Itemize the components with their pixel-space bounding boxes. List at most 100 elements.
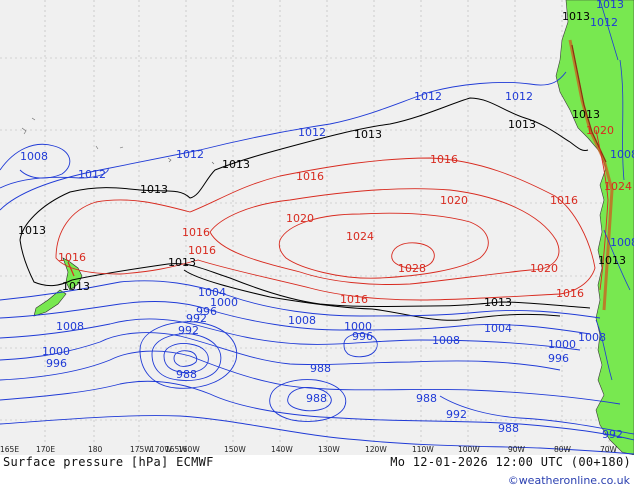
isobar-1016-coast xyxy=(595,129,609,291)
contour-label: 1000 xyxy=(548,338,576,351)
longitude-tick: 130W xyxy=(318,445,340,454)
contour-label: 992 xyxy=(602,428,623,441)
isobar-1024 xyxy=(278,212,489,279)
longitude-axis: 165E 170E 180 175W 170W 165W 160W 150W 1… xyxy=(0,445,618,454)
contour-label: 1016 xyxy=(58,251,86,264)
longitude-tick: 140W xyxy=(271,445,293,454)
isobars-high-pressure xyxy=(55,129,609,301)
contour-label: 1008 xyxy=(288,314,316,327)
contour-label: 1013 xyxy=(168,256,196,269)
contour-label: 1016 xyxy=(430,153,458,166)
chart-title: Surface pressure [hPa] ECMWF xyxy=(3,455,214,469)
lat-lon-grid xyxy=(0,0,634,455)
longitude-tick: 70W xyxy=(600,445,618,454)
isobar-1016 xyxy=(55,157,596,301)
longitude-tick: 80W xyxy=(554,445,572,454)
isobar-1012-northwest xyxy=(0,167,109,189)
isobars-low-pressure-north xyxy=(0,71,567,211)
contour-label: 1012 xyxy=(505,90,533,103)
andes-ridge-core xyxy=(571,44,607,163)
contour-label: 1012 xyxy=(78,168,106,181)
contour-label: 1000 xyxy=(344,320,372,333)
contour-label: 1013 xyxy=(572,108,600,121)
ocean-background xyxy=(0,0,634,455)
contour-label: 1013 xyxy=(18,224,46,237)
longitude-tick: 110W xyxy=(412,445,434,454)
footer-bar xyxy=(0,455,634,490)
andes-ridge xyxy=(568,39,614,311)
contour-label: 996 xyxy=(46,357,67,370)
contour-label: 1008 xyxy=(56,320,84,333)
contour-label: 1024 xyxy=(604,180,632,193)
longitude-tick: 170E xyxy=(36,445,55,454)
isobar-992-east xyxy=(439,395,634,435)
longitude-tick: 175W xyxy=(130,445,152,454)
contour-label: 1013 xyxy=(354,128,382,141)
contour-label: 1004 xyxy=(198,286,226,299)
contour-label: 1016 xyxy=(188,244,216,257)
contour-label: 1012 xyxy=(414,90,442,103)
contour-label: 1013 xyxy=(508,118,536,131)
longitude-tick: 160W xyxy=(178,445,200,454)
isobars-low-pressure-south xyxy=(0,280,634,455)
contour-label: 1004 xyxy=(484,322,512,335)
contour-label: 996 xyxy=(352,330,373,343)
contour-label: 1008 xyxy=(578,331,606,344)
contour-label: 1013 xyxy=(222,158,250,171)
contour-label: 992 xyxy=(178,324,199,337)
contour-label: 1013 xyxy=(62,280,90,293)
contour-label: 1020 xyxy=(440,194,468,207)
small-low-ring xyxy=(343,333,378,358)
contour-label: 1000 xyxy=(210,296,238,309)
longitude-tick: 150W xyxy=(224,445,246,454)
contour-label: 1016 xyxy=(182,226,210,239)
source-credit[interactable]: ©weatheronline.co.uk xyxy=(507,474,630,487)
longitude-tick: 120W xyxy=(365,445,387,454)
contour-label: 1012 xyxy=(590,16,618,29)
longitude-tick: 165W xyxy=(165,445,187,454)
contour-label: 988 xyxy=(310,362,331,375)
longitude-tick: 170W xyxy=(150,445,172,454)
contour-label: 1016 xyxy=(556,287,584,300)
new-zealand-south-island xyxy=(33,289,67,317)
contour-label: 1013 xyxy=(598,254,626,267)
longitude-tick: 100W xyxy=(458,445,480,454)
low-south-ring-1 xyxy=(269,379,346,422)
contour-label: 1012 xyxy=(298,126,326,139)
contour-label: 1008 xyxy=(610,148,634,161)
contour-label: 1008 xyxy=(610,236,634,249)
contour-label: 1028 xyxy=(398,262,426,275)
contour-label: 988 xyxy=(416,392,437,405)
nz-ridge xyxy=(67,261,75,277)
south-america-landmass xyxy=(555,0,634,455)
isobar-1013-standard xyxy=(19,97,591,321)
forecast-datetime: Mo 12-01-2026 12:00 UTC (00+180) xyxy=(390,455,631,469)
contour-label: 1016 xyxy=(340,293,368,306)
contour-label: 992 xyxy=(186,312,207,325)
contour-label: 988 xyxy=(306,392,327,405)
contour-label: 996 xyxy=(196,305,217,318)
isobar-1012-north xyxy=(0,71,567,211)
pacific-islands xyxy=(21,117,215,165)
low-center-ring-4 xyxy=(173,350,198,367)
isobars-south-america xyxy=(595,0,631,381)
isobar-1028 xyxy=(391,242,435,269)
isobar-1020 xyxy=(209,188,560,285)
contour-label: 996 xyxy=(548,352,569,365)
contour-label: 1016 xyxy=(296,170,324,183)
contour-label: 1016 xyxy=(550,194,578,207)
low-south-ring-2 xyxy=(287,387,332,412)
contour-label: 1020 xyxy=(586,124,614,137)
contour-label: 1008 xyxy=(432,334,460,347)
low-center-ring-1 xyxy=(139,321,238,389)
pressure-map: 1012 1012 1012 1008 1012 1012 1008 1008 … xyxy=(0,0,634,455)
longitude-tick: 180 xyxy=(88,445,103,454)
contour-label: 1013 xyxy=(596,0,624,11)
contour-label: 1013 xyxy=(140,183,168,196)
contour-label: 1024 xyxy=(346,230,374,243)
contour-label: 1013 xyxy=(484,296,512,309)
longitude-tick: 90W xyxy=(508,445,526,454)
low-center-ring-2 xyxy=(151,333,222,381)
contour-labels: 1012 1012 1012 1008 1012 1012 1008 1008 … xyxy=(18,0,634,441)
contour-label: 992 xyxy=(446,408,467,421)
